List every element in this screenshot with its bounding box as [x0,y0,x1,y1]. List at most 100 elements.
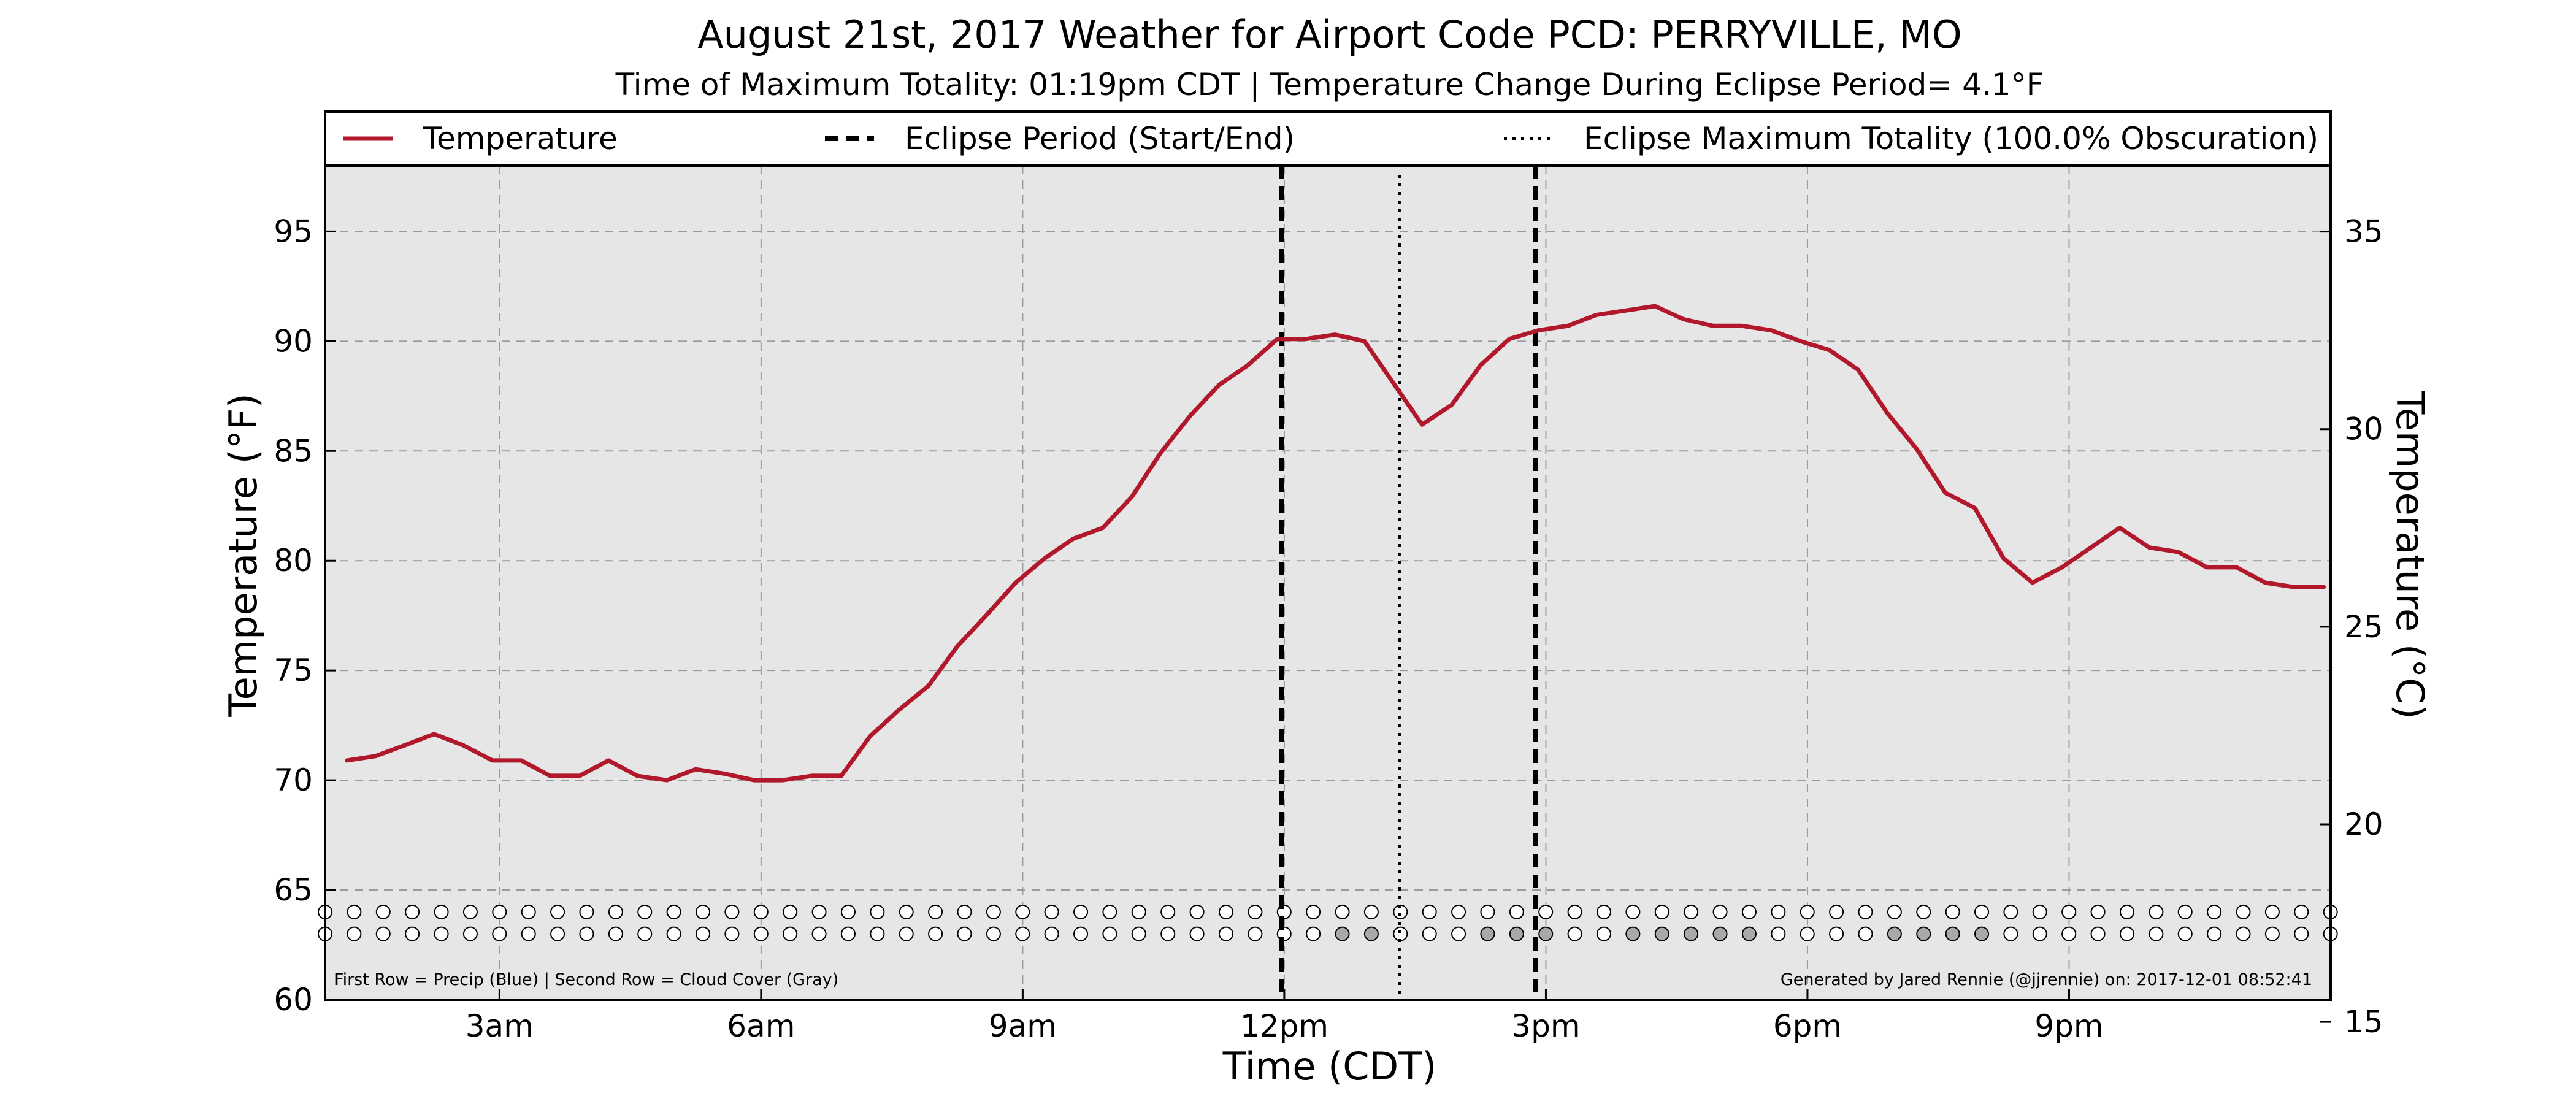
precip-marker [1597,904,1612,919]
x-tick-label: 12pm [1240,1008,1328,1044]
cloud-marker [1597,926,1612,941]
precip-marker [2149,904,2164,919]
cloud-marker [1248,926,1263,941]
cloud-marker [899,926,914,941]
cloud-marker [1509,926,1524,941]
precip-marker [1451,904,1466,919]
cloud-marker [928,926,943,941]
precip-marker [1218,904,1233,919]
cloud-marker [1625,926,1641,941]
cloud-marker [811,926,827,941]
y-right-tick-label: 20 [2344,807,2383,842]
x-tick-label: 6pm [1773,1008,1842,1044]
y-tick-label: 70 [274,762,313,798]
chart-subtitle: Time of Maximum Totality: 01:19pm CDT | … [615,67,2044,102]
cloud-marker [1160,926,1176,941]
precip-marker [1771,904,1786,919]
precip-marker [492,904,507,919]
precip-marker [666,904,681,919]
y-axis-label-right: Temperature (°C) [2388,390,2432,719]
precip-marker [1131,904,1146,919]
cloud-marker [666,926,681,941]
cloud-marker [1654,926,1669,941]
y-tick-label: 65 [274,872,313,908]
precip-marker [1306,904,1321,919]
y-tick-label: 60 [274,982,313,1018]
cloud-marker [1218,926,1233,941]
cloud-marker [2061,926,2077,941]
cloud-marker [870,926,885,941]
temperature-line [345,304,2326,783]
precip-marker [2090,904,2106,919]
precip-marker [1858,904,1873,919]
precip-marker [1741,904,1757,919]
y-right-tick-label: 35 [2344,214,2383,250]
x-tick-label: 9am [989,1008,1057,1044]
cloud-marker [2207,926,2222,941]
precip-marker [1945,904,1960,919]
y-right-tick-label: 15 [2344,1004,2383,1040]
cloud-marker [1131,926,1146,941]
cloud-marker [840,926,856,941]
cloud-marker [2149,926,2164,941]
cloud-marker [957,926,972,941]
cloud-marker [1480,926,1495,941]
cloud-marker [1916,926,1931,941]
cloud-marker [2236,926,2251,941]
precip-marker [637,904,653,919]
precip-marker [2264,904,2280,919]
y-tick-label: 90 [274,323,313,359]
precip-marker [2177,904,2193,919]
precip-marker [1363,904,1379,919]
axes: 3am 6am 9am 12pm 3pm 6pm 9pm 60 65 70 75 80 85 90 95 15… [274,110,2383,1044]
precip-marker [1335,904,1350,919]
precip-marker [434,904,449,919]
cloud-marker [724,926,740,941]
cloud-marker [2264,926,2280,941]
precip-marker [783,904,798,919]
precip-marker [347,904,362,919]
cloud-marker [2003,926,2018,941]
footer-left: First Row = Precip (Blue) | Second Row =… [334,970,838,989]
cloud-marker [2090,926,2106,941]
precip-marker [696,904,711,919]
precip-marker [2003,904,2018,919]
footer-right: Generated by Jared Rennie (@jjrennie) on… [1781,970,2312,989]
precip-marker [1509,904,1524,919]
eclipse-lines [1279,166,1538,1000]
cloud-marker [1712,926,1728,941]
precip-marker [1189,904,1205,919]
cloud-marker [347,926,362,941]
cloud-marker [405,926,420,941]
precip-marker [2119,904,2134,919]
cloud-marker [1102,926,1117,941]
legend-label: Eclipse Maximum Totality (100.0% Obscura… [1584,121,2318,156]
cloud-marker [1858,926,1873,941]
cloud-marker [1044,926,1059,941]
cloud-marker [1451,926,1466,941]
precip-marker [1538,904,1554,919]
precip-marker [899,904,914,919]
cloud-marker [1393,926,1408,941]
precip-marker [753,904,769,919]
precip-marker [550,904,565,919]
cloud-marker [492,926,507,941]
precip-marker [1800,904,1815,919]
precip-marker [1480,904,1495,919]
precip-marker [1712,904,1728,919]
precip-marker [1044,904,1059,919]
y-tick-label: 75 [274,653,313,688]
precip-marker [521,904,536,919]
legend-label: Temperature [423,121,618,156]
legend: Temperature Eclipse Period (Start/End) Ecl… [343,121,2318,156]
cloud-marker [434,926,449,941]
y-tick-label: 95 [274,213,313,249]
y-tick-label: 80 [274,543,313,578]
cloud-marker [550,926,565,941]
cloud-marker [1887,926,1902,941]
cloud-marker [637,926,653,941]
marker-rows [318,904,2338,941]
precip-marker [2236,904,2251,919]
y-axis-label-left: Temperature (°F) [221,393,266,717]
precip-marker [405,904,420,919]
